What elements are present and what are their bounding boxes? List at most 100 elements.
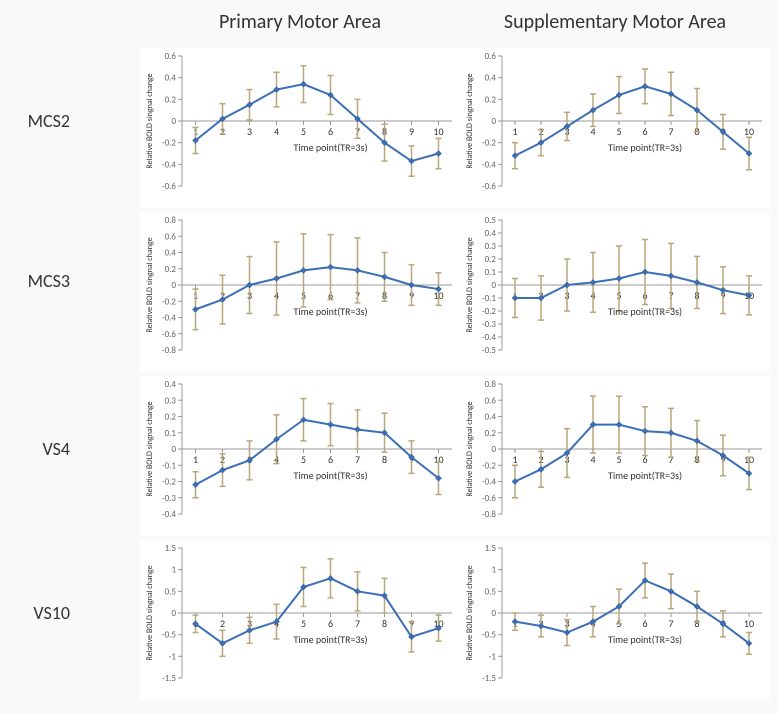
svg-text:0.6: 0.6 [165, 51, 177, 62]
svg-text:-0.8: -0.8 [162, 345, 177, 356]
chart-r0-c0: -0.6-0.4-0.200.20.40.612345678910Time po… [140, 48, 460, 208]
svg-text:0.4: 0.4 [165, 248, 177, 259]
svg-text:Time point(TR=3s): Time point(TR=3s) [608, 141, 682, 154]
svg-text:-0.2: -0.2 [162, 138, 177, 149]
col-header-1: Supplementary Motor Area [460, 10, 770, 34]
row-header-3: VS10 [0, 602, 70, 624]
svg-text:-0.5: -0.5 [162, 630, 177, 641]
svg-text:-0.2: -0.2 [162, 296, 177, 307]
chart-r0-c1: -0.6-0.4-0.200.20.40.612345678910Time po… [460, 48, 770, 208]
svg-text:0.4: 0.4 [165, 73, 177, 84]
svg-text:6: 6 [328, 453, 333, 466]
row-header-1: MCS3 [0, 270, 70, 292]
svg-text:-0.4: -0.4 [482, 159, 497, 170]
chart-r3-c1: -1.5-1-0.500.511.512345678910Time point(… [460, 540, 770, 700]
row-header-0: MCS2 [0, 110, 70, 132]
svg-text:0: 0 [171, 116, 176, 127]
svg-text:-0.6: -0.6 [482, 493, 497, 504]
svg-text:3: 3 [247, 125, 252, 138]
svg-text:4: 4 [590, 453, 595, 466]
svg-text:4: 4 [274, 125, 279, 138]
svg-text:Relative BOLD singnal change: Relative BOLD singnal change [145, 401, 155, 496]
chart-r2-c0: -0.4-0.3-0.2-0.100.10.20.30.412345678910… [140, 376, 460, 536]
svg-text:Relative BOLD singnal change: Relative BOLD singnal change [145, 73, 155, 168]
svg-text:Time point(TR=3s): Time point(TR=3s) [293, 305, 367, 318]
row-header-2: VS4 [0, 438, 70, 460]
chart-r1-c1: -0.5-0.4-0.3-0.2-0.100.10.20.30.40.51234… [460, 212, 770, 372]
svg-text:-0.4: -0.4 [162, 313, 177, 324]
svg-text:0.6: 0.6 [165, 231, 177, 242]
svg-text:1: 1 [512, 125, 517, 138]
svg-text:Time point(TR=3s): Time point(TR=3s) [608, 633, 682, 646]
svg-text:0.8: 0.8 [165, 215, 177, 226]
svg-text:1: 1 [171, 565, 176, 576]
svg-text:0.2: 0.2 [165, 264, 177, 275]
svg-text:9: 9 [409, 125, 414, 138]
svg-text:0.2: 0.2 [165, 412, 177, 423]
svg-text:0.3: 0.3 [485, 241, 497, 252]
svg-text:-0.3: -0.3 [162, 493, 177, 504]
svg-text:-0.4: -0.4 [162, 159, 177, 170]
svg-text:1: 1 [512, 453, 517, 466]
svg-text:6: 6 [328, 125, 333, 138]
svg-text:0.3: 0.3 [165, 395, 177, 406]
svg-text:-0.1: -0.1 [162, 460, 177, 471]
svg-text:1: 1 [193, 453, 198, 466]
svg-text:0: 0 [491, 116, 496, 127]
svg-text:-0.6: -0.6 [162, 181, 177, 192]
svg-text:-0.6: -0.6 [162, 329, 177, 340]
svg-text:Time point(TR=3s): Time point(TR=3s) [293, 141, 367, 154]
svg-text:0.4: 0.4 [485, 228, 497, 239]
svg-text:0.8: 0.8 [485, 379, 497, 390]
svg-text:0.6: 0.6 [485, 395, 497, 406]
svg-text:5: 5 [616, 453, 621, 466]
svg-text:-1: -1 [489, 651, 497, 662]
svg-text:-0.3: -0.3 [482, 319, 497, 330]
figure-container: Primary Motor Area Supplementary Motor A… [0, 0, 777, 714]
svg-text:2: 2 [220, 617, 225, 630]
svg-text:Time point(TR=3s): Time point(TR=3s) [608, 469, 682, 482]
svg-text:7: 7 [668, 617, 673, 630]
svg-text:0.2: 0.2 [485, 254, 497, 265]
svg-text:Time point(TR=3s): Time point(TR=3s) [293, 469, 367, 482]
svg-text:-0.2: -0.2 [482, 460, 497, 471]
svg-text:Relative BOLD singnal change: Relative BOLD singnal change [465, 73, 475, 168]
svg-text:0.4: 0.4 [485, 412, 497, 423]
svg-text:-0.4: -0.4 [482, 332, 497, 343]
svg-text:0.4: 0.4 [165, 379, 177, 390]
chart-r3-c0: -1.5-1-0.500.511.512345678910Time point(… [140, 540, 460, 700]
svg-text:7: 7 [355, 453, 360, 466]
svg-text:Relative BOLD singnal change: Relative BOLD singnal change [145, 237, 155, 332]
svg-text:6: 6 [328, 617, 333, 630]
svg-text:0: 0 [171, 444, 176, 455]
svg-text:-0.6: -0.6 [482, 181, 497, 192]
svg-text:1: 1 [491, 565, 496, 576]
svg-text:-0.8: -0.8 [482, 509, 497, 520]
col-header-0: Primary Motor Area [140, 10, 460, 34]
svg-text:Time point(TR=3s): Time point(TR=3s) [608, 305, 682, 318]
svg-text:0: 0 [171, 608, 176, 619]
svg-text:5: 5 [301, 125, 306, 138]
svg-text:-1: -1 [169, 651, 177, 662]
svg-text:0.5: 0.5 [485, 586, 497, 597]
svg-text:1.5: 1.5 [165, 543, 177, 554]
svg-text:Relative BOLD singnal change: Relative BOLD singnal change [145, 565, 155, 660]
svg-text:Relative BOLD singnal change: Relative BOLD singnal change [465, 237, 475, 332]
svg-text:0.1: 0.1 [485, 267, 497, 278]
svg-text:8: 8 [382, 617, 387, 630]
svg-text:0.5: 0.5 [485, 215, 497, 226]
svg-text:5: 5 [616, 125, 621, 138]
svg-text:0: 0 [491, 280, 496, 291]
svg-text:-0.4: -0.4 [482, 477, 497, 488]
svg-text:1.5: 1.5 [485, 543, 497, 554]
svg-text:0: 0 [491, 608, 496, 619]
svg-text:6: 6 [642, 617, 647, 630]
svg-text:-1.5: -1.5 [162, 673, 177, 684]
svg-text:-0.5: -0.5 [482, 345, 497, 356]
svg-text:6: 6 [642, 125, 647, 138]
svg-text:Relative BOLD singnal change: Relative BOLD singnal change [465, 565, 475, 660]
svg-text:-0.1: -0.1 [482, 293, 497, 304]
svg-text:10: 10 [744, 617, 754, 630]
svg-text:5: 5 [301, 617, 306, 630]
svg-text:0.2: 0.2 [165, 94, 177, 105]
